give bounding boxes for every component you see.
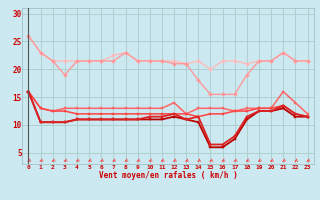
X-axis label: Vent moyen/en rafales ( km/h ): Vent moyen/en rafales ( km/h ) [99, 171, 237, 180]
